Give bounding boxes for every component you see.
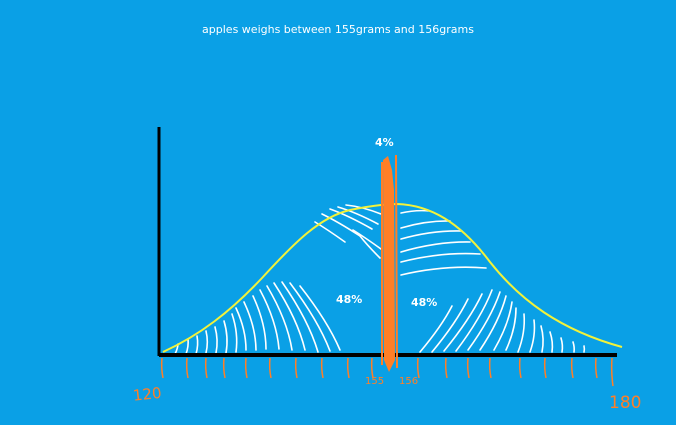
hatch-stroke	[505, 307, 517, 351]
hatch-stroke	[400, 220, 451, 229]
x-tick	[466, 357, 470, 379]
label-155: 155	[365, 376, 384, 387]
hatch-stroke	[321, 213, 361, 237]
hatch-stroke	[205, 330, 209, 354]
hatch-stroke	[273, 282, 306, 351]
hatch-stroke	[540, 325, 544, 353]
hatch-stroke	[549, 331, 554, 353]
x-tick	[268, 357, 272, 379]
hatch-stroke	[252, 295, 267, 350]
hatch-stroke	[479, 295, 507, 351]
hatch-stroke	[223, 320, 228, 354]
x-tick	[570, 357, 574, 379]
interval-edge-156	[395, 154, 398, 369]
interval-bar-155-156	[383, 156, 395, 372]
hatch-stroke	[467, 291, 501, 351]
x-tick	[543, 357, 547, 379]
x-tick	[160, 357, 164, 379]
hatch-stroke	[359, 235, 381, 259]
hatch-stroke	[266, 285, 293, 351]
label-top-percent: 4%	[375, 136, 394, 149]
x-tick	[488, 357, 492, 379]
hatch-stroke	[529, 319, 536, 353]
x-tick	[294, 357, 298, 379]
hatch-stroke	[289, 282, 331, 352]
hatch-stroke	[400, 209, 431, 214]
hatch-stroke	[329, 208, 373, 230]
hatch-stroke	[443, 293, 483, 352]
hatch-stroke	[314, 221, 346, 243]
hatch-stroke	[299, 285, 341, 351]
hatch-stroke	[185, 338, 189, 355]
hatch-stroke	[337, 206, 379, 225]
x-tick	[222, 357, 226, 379]
x-tick	[444, 357, 448, 379]
hatch-stroke	[431, 298, 469, 353]
bell-curve	[162, 202, 623, 353]
hatch-stroke	[214, 326, 218, 354]
hatch-lines	[174, 204, 586, 355]
hatch-stroke	[455, 289, 493, 352]
x-tick	[370, 357, 374, 379]
x-tick	[416, 357, 420, 379]
label-x-max: 180	[609, 393, 641, 413]
caption: apples weighs between 155grams and 156gr…	[202, 23, 474, 36]
hatch-stroke	[419, 305, 453, 353]
x-tick	[185, 357, 189, 379]
label-156: 156	[399, 376, 418, 387]
hatch-stroke	[560, 337, 564, 353]
hatch-stroke	[281, 281, 319, 353]
x-tick	[594, 357, 598, 379]
hatch-stroke	[195, 335, 199, 355]
hatch-stroke	[400, 252, 481, 263]
x-tick	[204, 357, 208, 379]
hatch-stroke	[572, 341, 575, 353]
label-left-percent: 48%	[336, 293, 362, 306]
hatch-stroke	[231, 313, 238, 353]
hatch-stroke	[235, 307, 247, 351]
label-x-min: 120	[132, 384, 162, 405]
label-right-percent: 48%	[411, 296, 437, 309]
x-tick	[244, 357, 248, 379]
hatch-stroke	[352, 229, 382, 250]
hatch-stroke	[400, 266, 487, 276]
x-tick-marks	[160, 357, 614, 387]
x-tick	[610, 357, 614, 387]
hatch-stroke	[259, 289, 280, 350]
x-tick	[346, 357, 350, 379]
x-tick	[518, 357, 522, 379]
hatch-stroke	[400, 230, 463, 240]
hatch-stroke	[493, 301, 513, 351]
hatch-stroke	[243, 301, 257, 351]
hatch-stroke	[400, 241, 471, 253]
x-tick	[320, 357, 324, 379]
hatch-stroke	[517, 313, 526, 353]
